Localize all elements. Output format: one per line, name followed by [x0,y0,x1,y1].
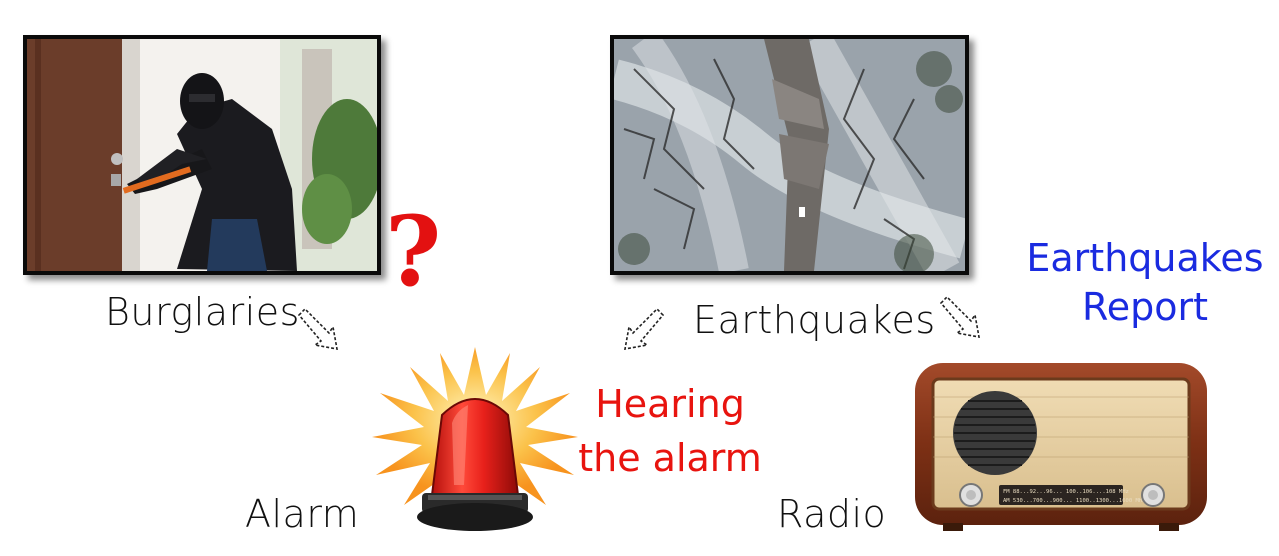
fm-scale: FM 88...92...96... 100..106....108 MHz [1003,489,1129,495]
burglar-photo [23,35,381,275]
earthquakes-report-label: Earthquakes Report [1025,234,1265,332]
earthquake-road-photo [610,35,969,275]
hearing-line-2: the alarm [578,436,762,480]
alarm-light-icon [372,347,578,531]
am-scale: AM 530...700...900... 1100..1300...1600 … [1003,498,1145,504]
radio-icon: FM 88...92...96... 100..106....108 MHz A… [915,363,1207,531]
arrow-burglaries-to-alarm [297,307,338,350]
question-mark: ? [385,195,442,308]
report-line-2: Report [1082,285,1208,329]
radio-label: Radio [777,492,887,536]
arrow-earthquakes-to-radio [939,295,980,338]
hearing-line-1: Hearing [595,382,745,426]
arrow-earthquakes-to-alarm [624,307,665,350]
burglaries-label: Burglaries [105,290,300,334]
alarm-label: Alarm [245,492,360,536]
earthquakes-label: Earthquakes [693,298,936,342]
report-line-1: Earthquakes [1026,236,1264,280]
hearing-alarm-label: Hearing the alarm [575,377,765,485]
